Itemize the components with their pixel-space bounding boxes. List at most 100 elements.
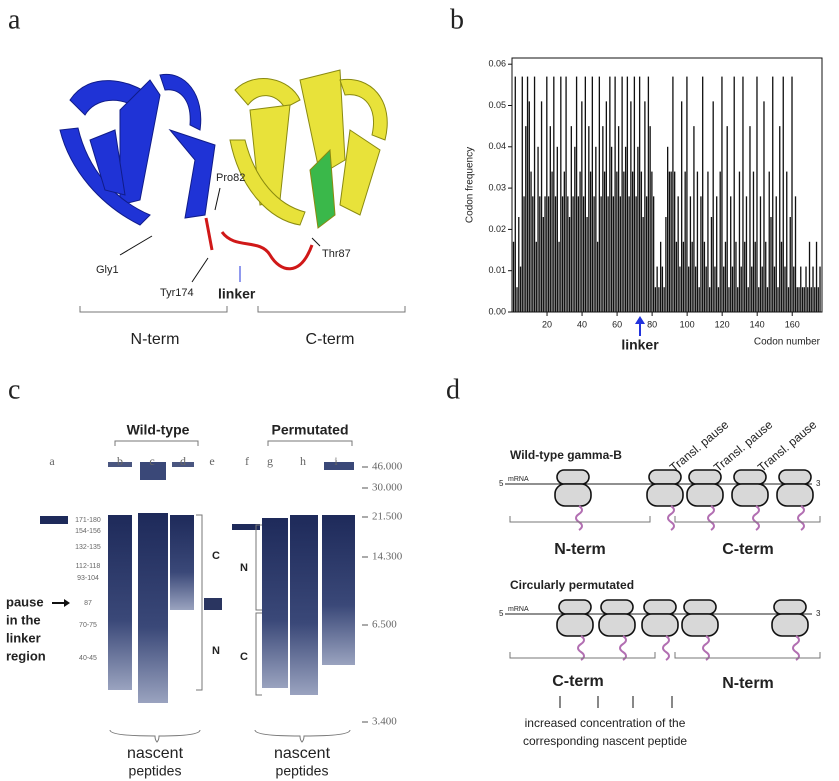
bar (591, 76, 594, 313)
x-tick-label: 100 (680, 319, 695, 329)
bar (561, 196, 564, 312)
plot-frame (511, 57, 823, 313)
marker-label: 46.000 (372, 461, 403, 473)
fragment-label: 171-180 (75, 517, 101, 524)
y-axis-label: Codon frequency (465, 147, 476, 223)
bar (642, 217, 644, 312)
panel-label: d (446, 374, 460, 405)
bar (577, 196, 579, 312)
bar (698, 287, 700, 312)
bar (723, 266, 725, 312)
footer-label: nascent (274, 745, 331, 762)
bar (777, 287, 779, 312)
y-tick-label: 0.03 (488, 182, 506, 192)
ribosome-large (686, 483, 724, 507)
fragment-label: 40-45 (79, 655, 97, 662)
bar (582, 196, 585, 312)
bar (514, 76, 516, 313)
x-tick-label: 20 (542, 319, 552, 329)
c-domain-structure (229, 69, 388, 229)
bar (751, 266, 753, 312)
bar (619, 196, 622, 312)
ribosome-small (778, 469, 812, 485)
three-prime: 3 (816, 609, 821, 618)
fragment-label: 93-104 (77, 575, 99, 582)
bar (612, 196, 615, 312)
bar (744, 241, 746, 312)
bar (731, 266, 734, 312)
residue-label: Gly1 (96, 264, 119, 276)
bar (626, 76, 629, 313)
bar (658, 287, 660, 312)
bar (519, 266, 522, 312)
domain-label: C-term (306, 331, 355, 348)
bar (742, 76, 744, 313)
ribosome-large (771, 613, 809, 637)
n-domain-structure (59, 73, 216, 226)
bar (644, 101, 646, 313)
bar (605, 101, 608, 313)
fragment-label: 70-75 (79, 622, 97, 629)
bar (689, 196, 692, 312)
bar (537, 146, 539, 312)
bar (542, 217, 544, 312)
fragment-label: 112-118 (76, 563, 101, 570)
bar (621, 76, 623, 313)
bar (540, 101, 543, 313)
marker-label: 14.300 (372, 551, 403, 563)
bar (803, 287, 805, 312)
bar (733, 76, 735, 313)
bar (528, 101, 530, 313)
domain-label: N-term (131, 331, 180, 348)
bracket-label: C (212, 550, 220, 562)
domain-label: C-term (722, 541, 774, 558)
bar (765, 241, 767, 312)
x-tick-label: 120 (715, 319, 730, 329)
bar (616, 171, 618, 312)
bar (667, 146, 669, 312)
bar (607, 196, 609, 312)
ribosome-small (556, 469, 590, 485)
bar (670, 171, 672, 312)
codon-chart: 0.00 0.01 0.02 0.03 0.04 0.05 0.06 20 40 60 80 100 1… (450, 4, 823, 353)
bracket-label: C (240, 651, 248, 663)
residue-pointers (119, 187, 321, 283)
bar (554, 196, 557, 312)
bar (801, 287, 804, 312)
marker-label: 21.500 (372, 511, 403, 523)
peptide (577, 635, 585, 661)
bar (600, 196, 602, 312)
bar (677, 196, 679, 312)
bar (703, 241, 706, 312)
bar (758, 287, 760, 312)
bar (691, 241, 693, 312)
linker-arrowhead (635, 316, 645, 324)
footer-label: peptides (129, 763, 182, 779)
bar (614, 76, 616, 313)
pause-label: in the (6, 612, 41, 627)
concentration-arrows (559, 696, 673, 708)
marker-label: 30.000 (372, 482, 403, 494)
bar (705, 266, 707, 312)
fragment-label: 154-156 (75, 528, 101, 535)
x-tick-label: 140 (750, 319, 765, 329)
bar (738, 171, 741, 312)
bar (563, 171, 565, 312)
pause-label: linker (6, 630, 41, 645)
bar (679, 266, 681, 312)
ribosome-small (688, 469, 722, 485)
bar (815, 241, 818, 312)
x-tick-label: 80 (647, 319, 657, 329)
bar (661, 266, 664, 312)
footer-braces (109, 729, 351, 743)
bar (763, 101, 765, 313)
bar (610, 146, 613, 312)
bar (796, 287, 798, 312)
panel-label: a (8, 4, 21, 35)
bar (574, 146, 576, 312)
bar (745, 196, 748, 312)
panel-c-labels: a b c d e f g h i 46.000 30.000 21.500 14.300 6.500 3.… (6, 454, 403, 779)
bar (558, 241, 560, 312)
bar (521, 76, 523, 313)
